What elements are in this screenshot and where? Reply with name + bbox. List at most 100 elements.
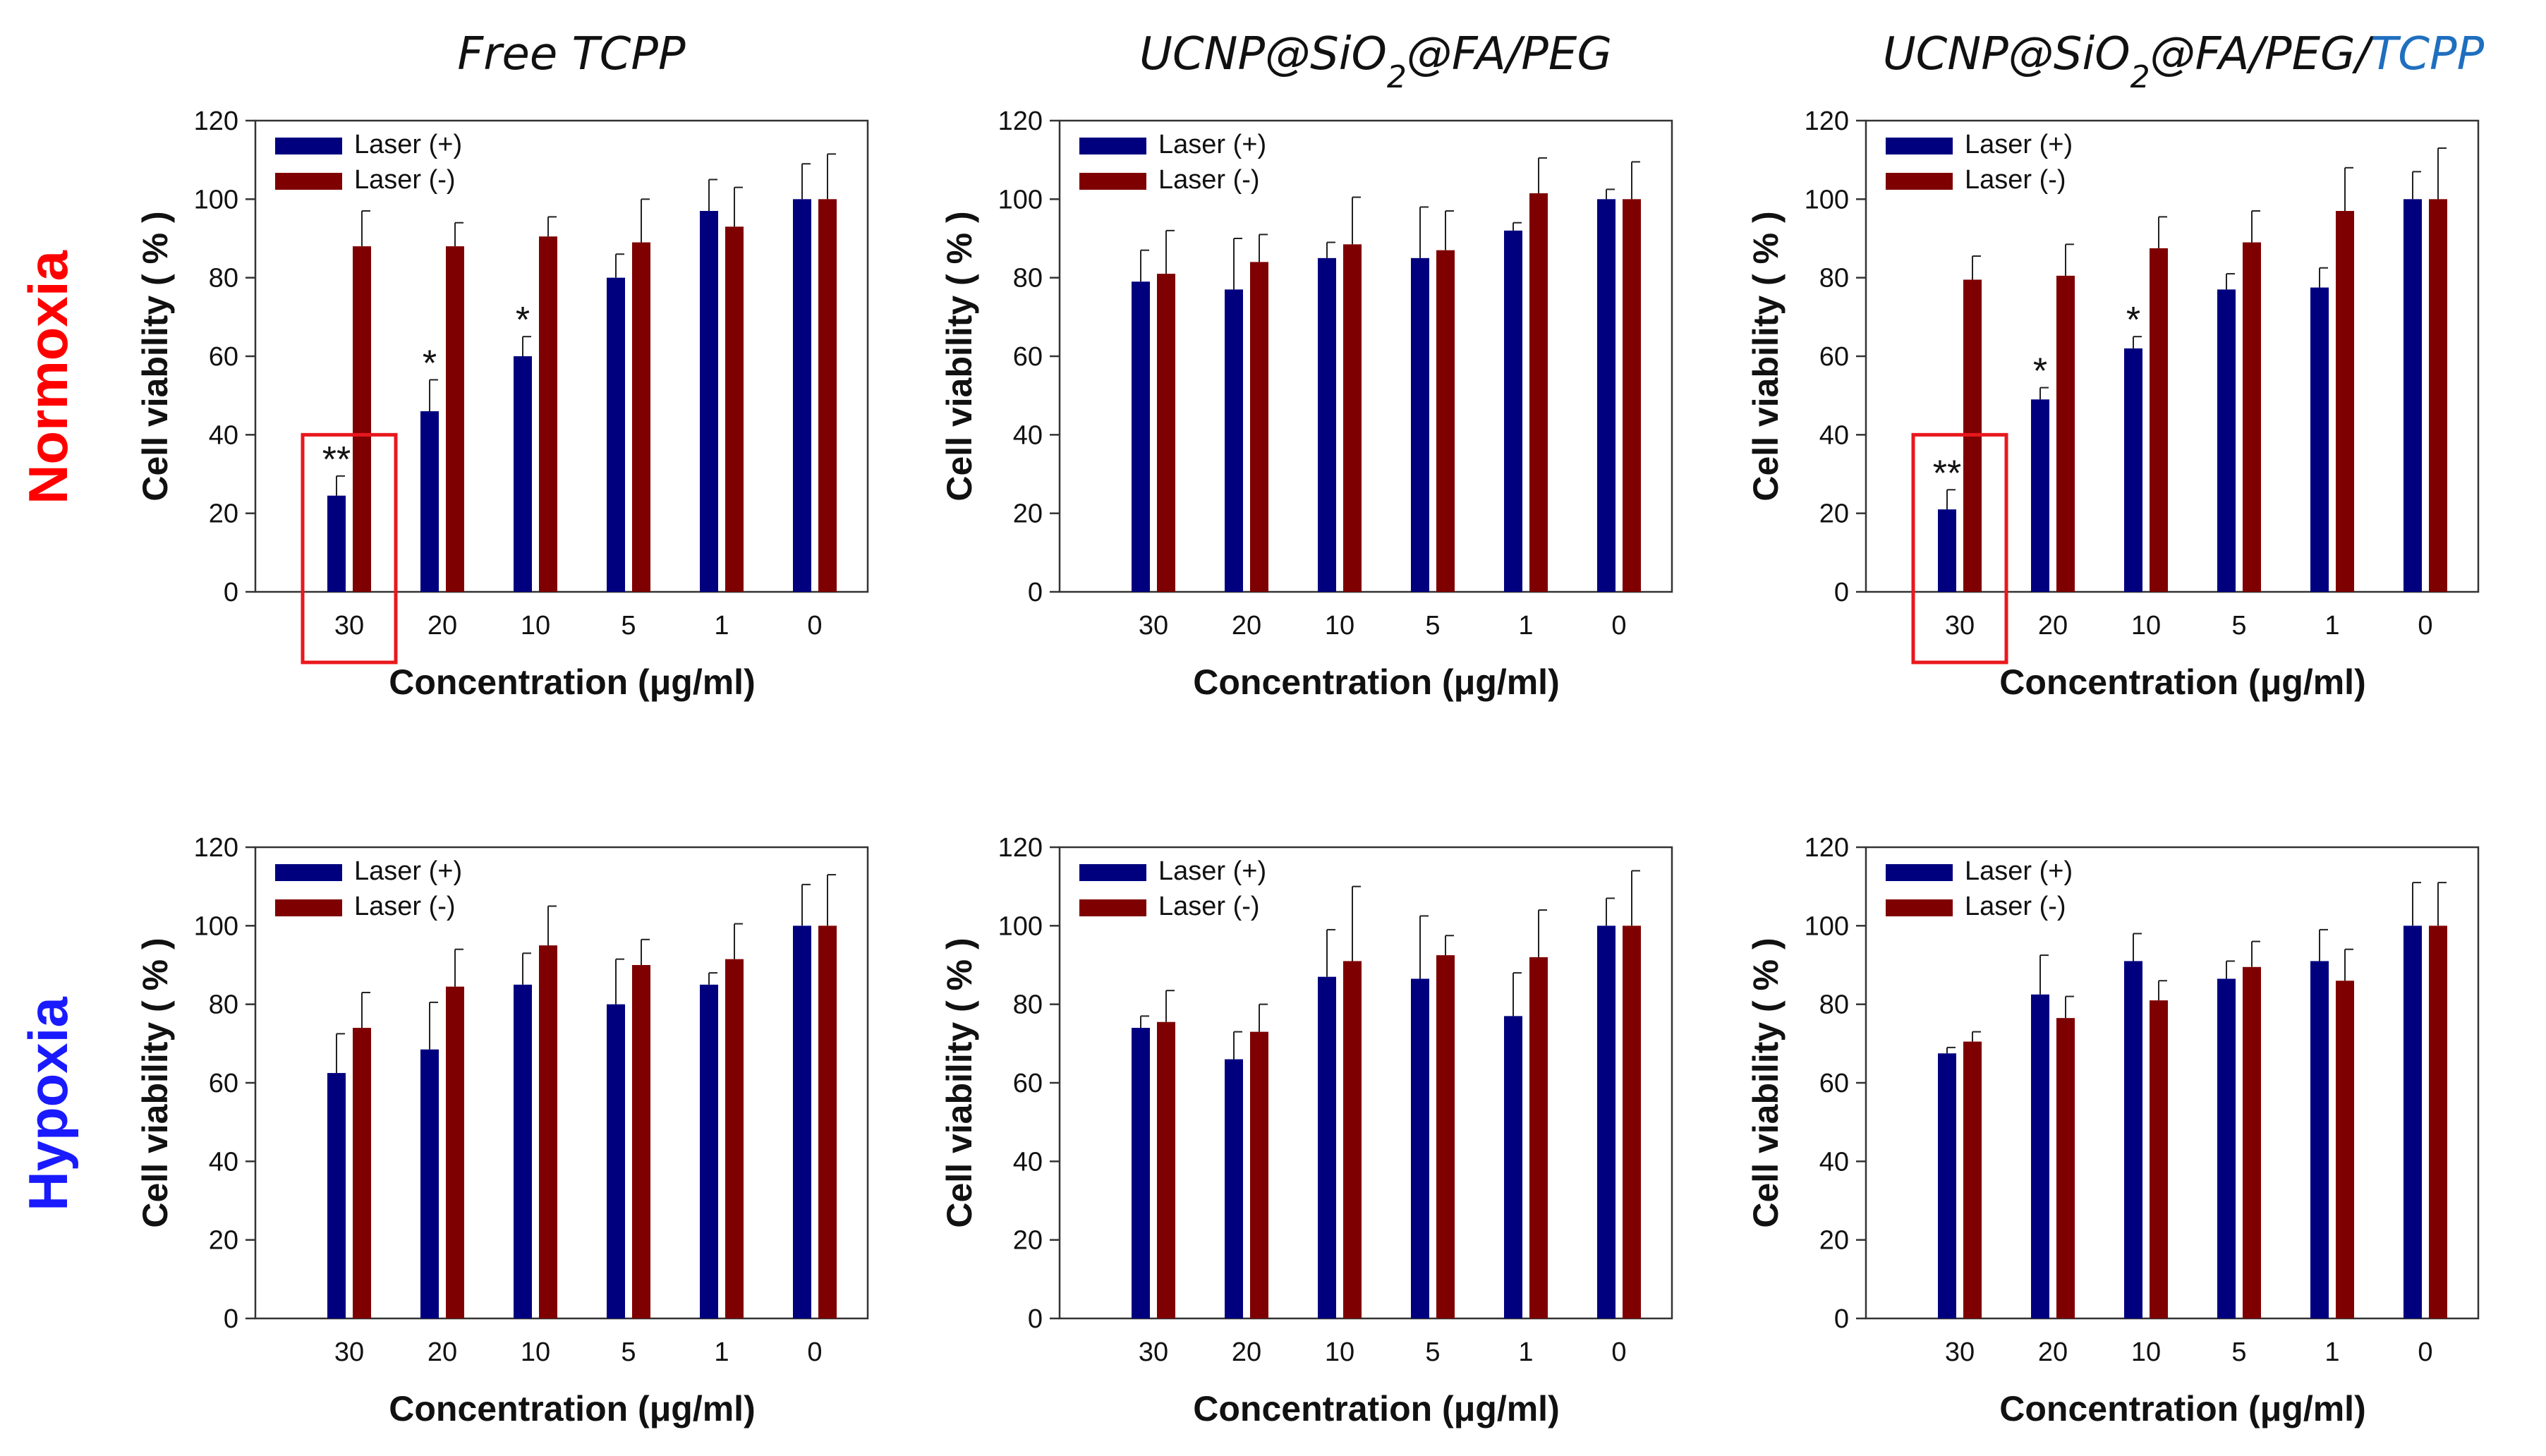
x-axis-title: Concentration (μg/ml) — [1193, 1389, 1559, 1428]
bar-laser-on — [2031, 994, 2049, 1318]
x-tick-label: 1 — [1518, 1337, 1533, 1367]
bar-laser-off — [1157, 274, 1175, 592]
bar-laser-off — [1250, 262, 1268, 592]
y-tick-label: 100 — [194, 911, 238, 941]
error-bar — [1352, 196, 1361, 245]
y-tick-label: 100 — [194, 185, 238, 214]
error-bar — [429, 1001, 438, 1050]
y-tick-label: 120 — [998, 107, 1043, 136]
error-bar — [1946, 1046, 1956, 1054]
bar-laser-on — [514, 984, 532, 1318]
error-bar — [522, 952, 531, 985]
x-tick-label: 1 — [1518, 611, 1533, 641]
bar-laser-on — [700, 984, 718, 1318]
x-tick-label: 10 — [2131, 611, 2161, 641]
y-tick-label: 100 — [1805, 911, 1849, 941]
y-tick-label: 0 — [1834, 578, 1849, 607]
bar-laser-on — [607, 277, 625, 592]
x-axis-title: Concentration (μg/ml) — [1999, 1389, 2365, 1428]
y-tick-label: 20 — [1013, 1226, 1043, 1256]
error-bar — [734, 923, 743, 959]
bar-laser-off — [1529, 957, 1548, 1318]
significance-marker: * — [423, 343, 437, 384]
bar-laser-on — [2217, 289, 2236, 592]
column-title: Free TCPP — [457, 28, 686, 80]
y-tick-label: 80 — [209, 990, 238, 1020]
bar-laser-on — [514, 356, 532, 592]
error-bar — [1419, 915, 1429, 979]
x-tick-label: 30 — [334, 611, 364, 641]
x-tick-label: 30 — [1139, 1337, 1168, 1367]
error-bar — [361, 210, 370, 247]
bar-laser-on — [1597, 926, 1616, 1318]
plot-frame — [254, 119, 869, 593]
error-bar — [2039, 954, 2049, 995]
bar-laser-off — [1343, 244, 1362, 592]
bar-laser-off — [2336, 981, 2354, 1318]
bar-laser-off — [539, 945, 557, 1318]
x-tick-label: 5 — [1425, 611, 1440, 641]
x-tick-label: 20 — [1232, 611, 1261, 641]
column-title-part: UCNP@SiO — [1883, 28, 2130, 80]
error-bar — [1326, 928, 1335, 977]
legend: Laser (+) Laser (-) — [1886, 856, 2073, 921]
bar-laser-on — [1597, 199, 1616, 592]
error-bar — [2437, 147, 2447, 200]
row-label: Hypoxia — [17, 997, 79, 1211]
bar-laser-on — [1225, 1059, 1243, 1318]
bar-laser-off — [2056, 1018, 2075, 1318]
y-tick-label: 20 — [1819, 499, 1849, 529]
x-tick-label: 5 — [1425, 1337, 1440, 1367]
error-bar — [734, 186, 743, 227]
column-title-part: UCNP@SiO — [1139, 28, 1387, 80]
column-title-part: @FA/PEG/ — [2150, 28, 2375, 80]
bar-laser-off — [2429, 926, 2447, 1318]
y-tick-label: 60 — [1819, 342, 1849, 372]
error-bar — [1513, 222, 1522, 231]
error-bar — [2319, 928, 2328, 961]
bar-laser-off — [632, 242, 650, 592]
y-tick-label: 60 — [1013, 1069, 1043, 1098]
legend: Laser (+) Laser (-) — [275, 856, 462, 921]
legend-label: Laser (-) — [1965, 892, 2066, 921]
bar-laser-off — [446, 986, 464, 1318]
x-tick-label: 5 — [621, 611, 636, 641]
y-tick-label: 40 — [1013, 1147, 1043, 1177]
error-bar — [801, 163, 811, 200]
plot-frame — [254, 846, 869, 1320]
bar-laser-on — [700, 211, 718, 592]
error-bar — [1445, 210, 1454, 250]
error-bar — [1445, 935, 1454, 956]
legend: Laser (+) Laser (-) — [1079, 856, 1266, 921]
x-tick-label: 0 — [1611, 1337, 1626, 1367]
y-tick-label: 40 — [1819, 1147, 1849, 1177]
x-tick-label: 10 — [521, 1337, 550, 1367]
bar-laser-on — [2031, 399, 2049, 592]
y-axis-title: Cell viability ( % ) — [1746, 938, 1786, 1227]
error-bar — [1972, 255, 1981, 280]
bar-laser-on — [1938, 1053, 1956, 1318]
error-bar — [2251, 210, 2260, 243]
bar-laser-off — [2056, 275, 2075, 592]
y-axis-title: Cell viability ( % ) — [135, 938, 175, 1227]
column-title-part: 2 — [1387, 59, 1407, 95]
legend-label: Laser (-) — [1158, 892, 1260, 921]
x-tick-label: 30 — [1945, 1337, 1975, 1367]
bar-laser-on — [1411, 257, 1429, 592]
error-bar — [1631, 161, 1640, 200]
y-tick-label: 100 — [1805, 185, 1849, 214]
bar-laser-off — [818, 926, 837, 1318]
bar-laser-off — [353, 1028, 371, 1318]
y-tick-label: 40 — [1013, 420, 1043, 450]
error-bar — [1972, 1031, 1981, 1042]
legend-label: Laser (+) — [1158, 856, 1266, 886]
error-bar — [1165, 229, 1175, 274]
legend-swatch-laser-on — [1079, 864, 1146, 881]
bar-laser-on — [607, 1004, 625, 1318]
x-tick-label: 10 — [521, 611, 550, 641]
legend-swatch-laser-on — [1079, 138, 1146, 154]
column-title-part: @FA/PEG — [1407, 28, 1612, 80]
